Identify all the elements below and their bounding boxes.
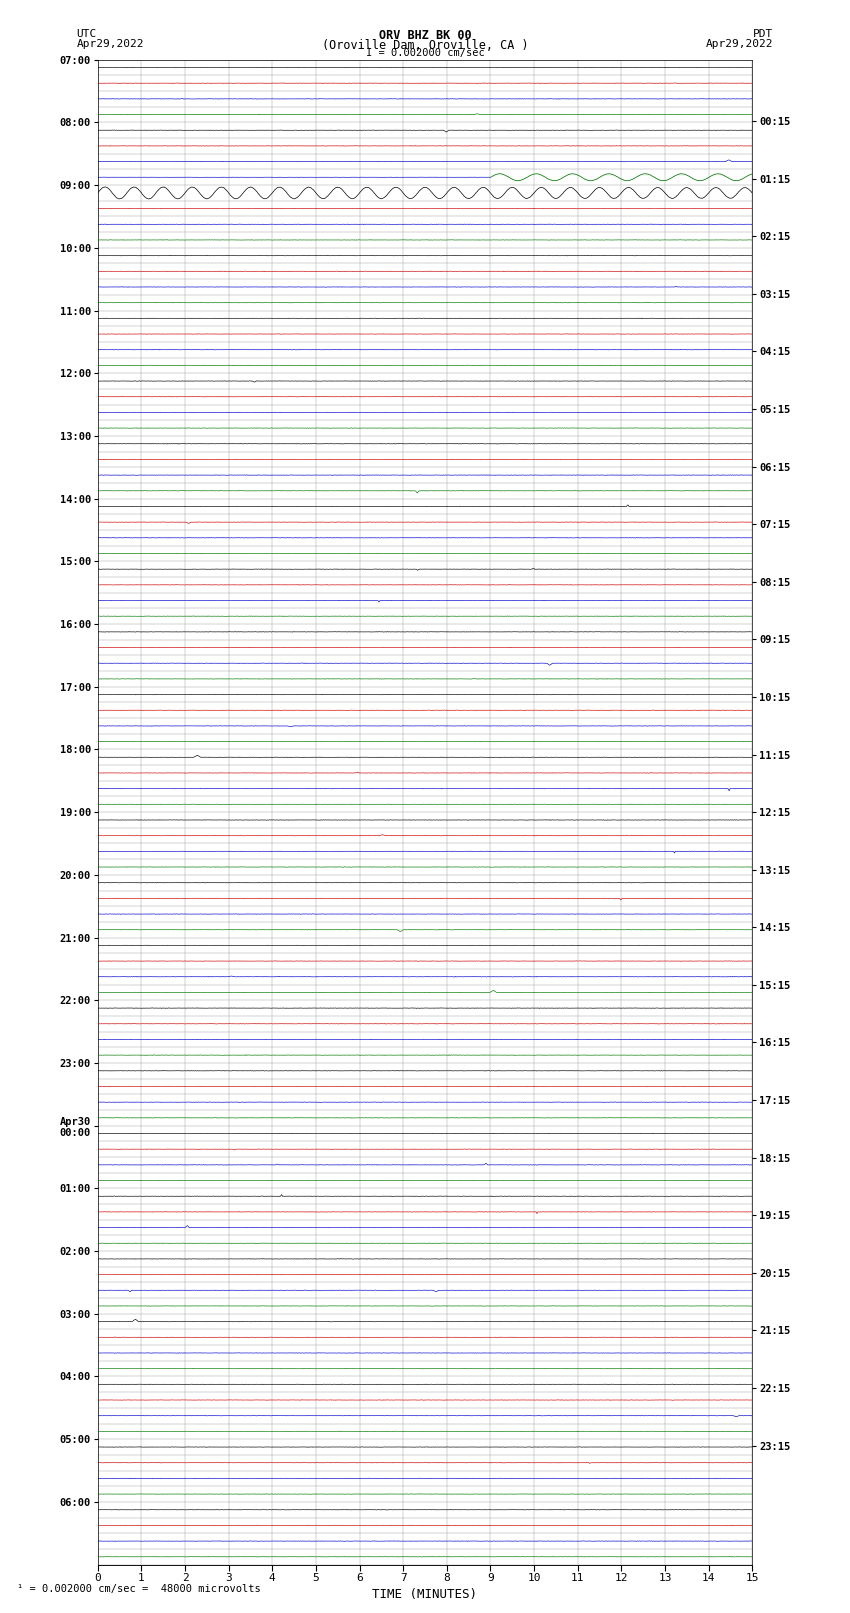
Text: PDT: PDT — [753, 29, 774, 39]
Text: Apr29,2022: Apr29,2022 — [76, 39, 144, 48]
Text: Apr29,2022: Apr29,2022 — [706, 39, 774, 48]
Text: ORV BHZ BK 00: ORV BHZ BK 00 — [379, 29, 471, 42]
Text: UTC: UTC — [76, 29, 97, 39]
X-axis label: TIME (MINUTES): TIME (MINUTES) — [372, 1589, 478, 1602]
Text: (Oroville Dam, Oroville, CA ): (Oroville Dam, Oroville, CA ) — [321, 39, 529, 52]
Text: ¹ = 0.002000 cm/sec =  48000 microvolts: ¹ = 0.002000 cm/sec = 48000 microvolts — [17, 1584, 261, 1594]
Text: I = 0.002000 cm/sec: I = 0.002000 cm/sec — [366, 48, 484, 58]
